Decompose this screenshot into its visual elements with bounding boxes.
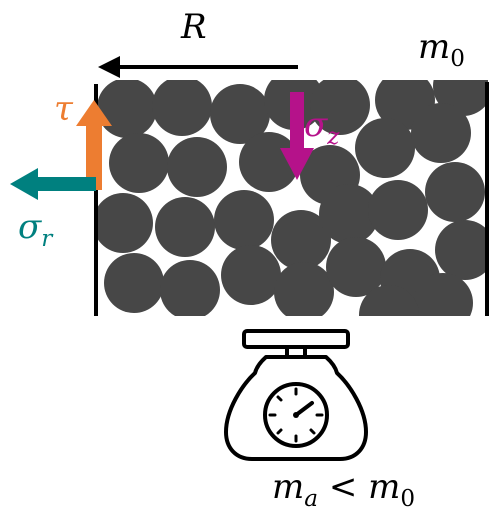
grain [425,162,485,222]
dial-icon [263,382,329,448]
axial-stress-label: σz [304,105,340,151]
shear-stress-arrow [76,100,112,190]
grain [310,80,370,135]
grain [167,137,227,197]
grain [326,237,386,297]
grain [97,80,157,138]
radius-label: R [181,7,207,47]
grain [214,190,274,250]
grain [160,260,220,316]
radial-stress-label: σr [18,207,53,253]
axial-stress-arrow [280,92,314,180]
radius-arrow [98,56,298,78]
grain [411,103,471,163]
kitchen-scale-icon [224,329,368,461]
grain [109,133,169,193]
grain [368,180,428,240]
grain [210,84,270,144]
grain [359,285,419,316]
grain [319,184,379,244]
grain [274,262,334,316]
grain [155,197,215,257]
shear-stress-label: τ [54,89,73,129]
grain [435,220,488,280]
grain [96,193,153,253]
grain [104,253,164,313]
initial-mass-label: m0 [418,27,465,73]
grain [239,132,299,192]
grain [355,118,415,178]
grain [271,210,331,270]
radial-stress-arrow [10,168,96,200]
grain [413,273,473,316]
grain [221,245,281,305]
grain [152,80,212,136]
apparent-mass-label: ma < m0 [272,467,416,513]
